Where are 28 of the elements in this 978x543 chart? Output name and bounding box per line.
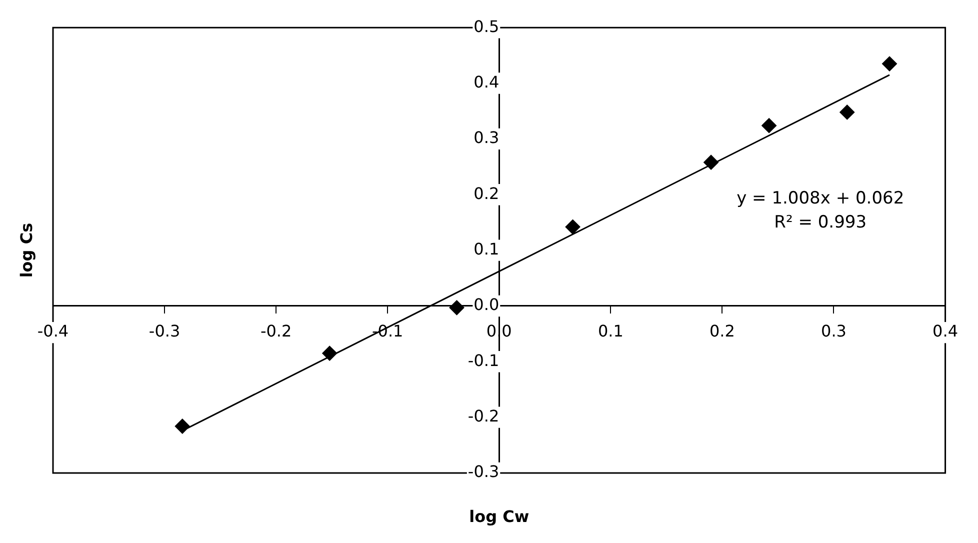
y-tick-label: 0.0 (474, 295, 500, 314)
x-axis-title: log Cw (469, 507, 530, 526)
annotation: R² = 0.993 (774, 212, 867, 232)
annotation: y = 1.008x + 0.062 (736, 188, 904, 208)
x-tick-label: 0.2 (709, 322, 735, 341)
y-tick-label: -0.2 (468, 406, 500, 426)
y-axis-title: log Cs (17, 222, 36, 278)
point (882, 56, 898, 72)
y-tick-label: 0.2 (474, 184, 500, 203)
point (704, 154, 719, 170)
point (174, 418, 190, 434)
x-tick-label: 0.3 (821, 322, 846, 341)
x-tick-label: 0.4 (932, 322, 958, 341)
y-tick-label: -0.3 (468, 462, 500, 482)
x-tick-label: 0.1 (598, 322, 624, 341)
y-tick-label: 0.4 (474, 72, 500, 92)
point (762, 118, 777, 134)
point (565, 219, 580, 234)
point (322, 346, 338, 361)
x-tick-label: -0.4 (37, 322, 69, 341)
x-tick-label: -0.3 (148, 322, 180, 341)
y-tick-label: 0.1 (474, 239, 500, 258)
x-tick-label: -0.2 (260, 322, 292, 341)
y-tick-label: -0.1 (468, 350, 500, 370)
y-tick-label: 0.3 (474, 128, 500, 148)
point (449, 300, 464, 316)
y-tick-label: 0.5 (474, 16, 500, 36)
point (840, 104, 855, 120)
